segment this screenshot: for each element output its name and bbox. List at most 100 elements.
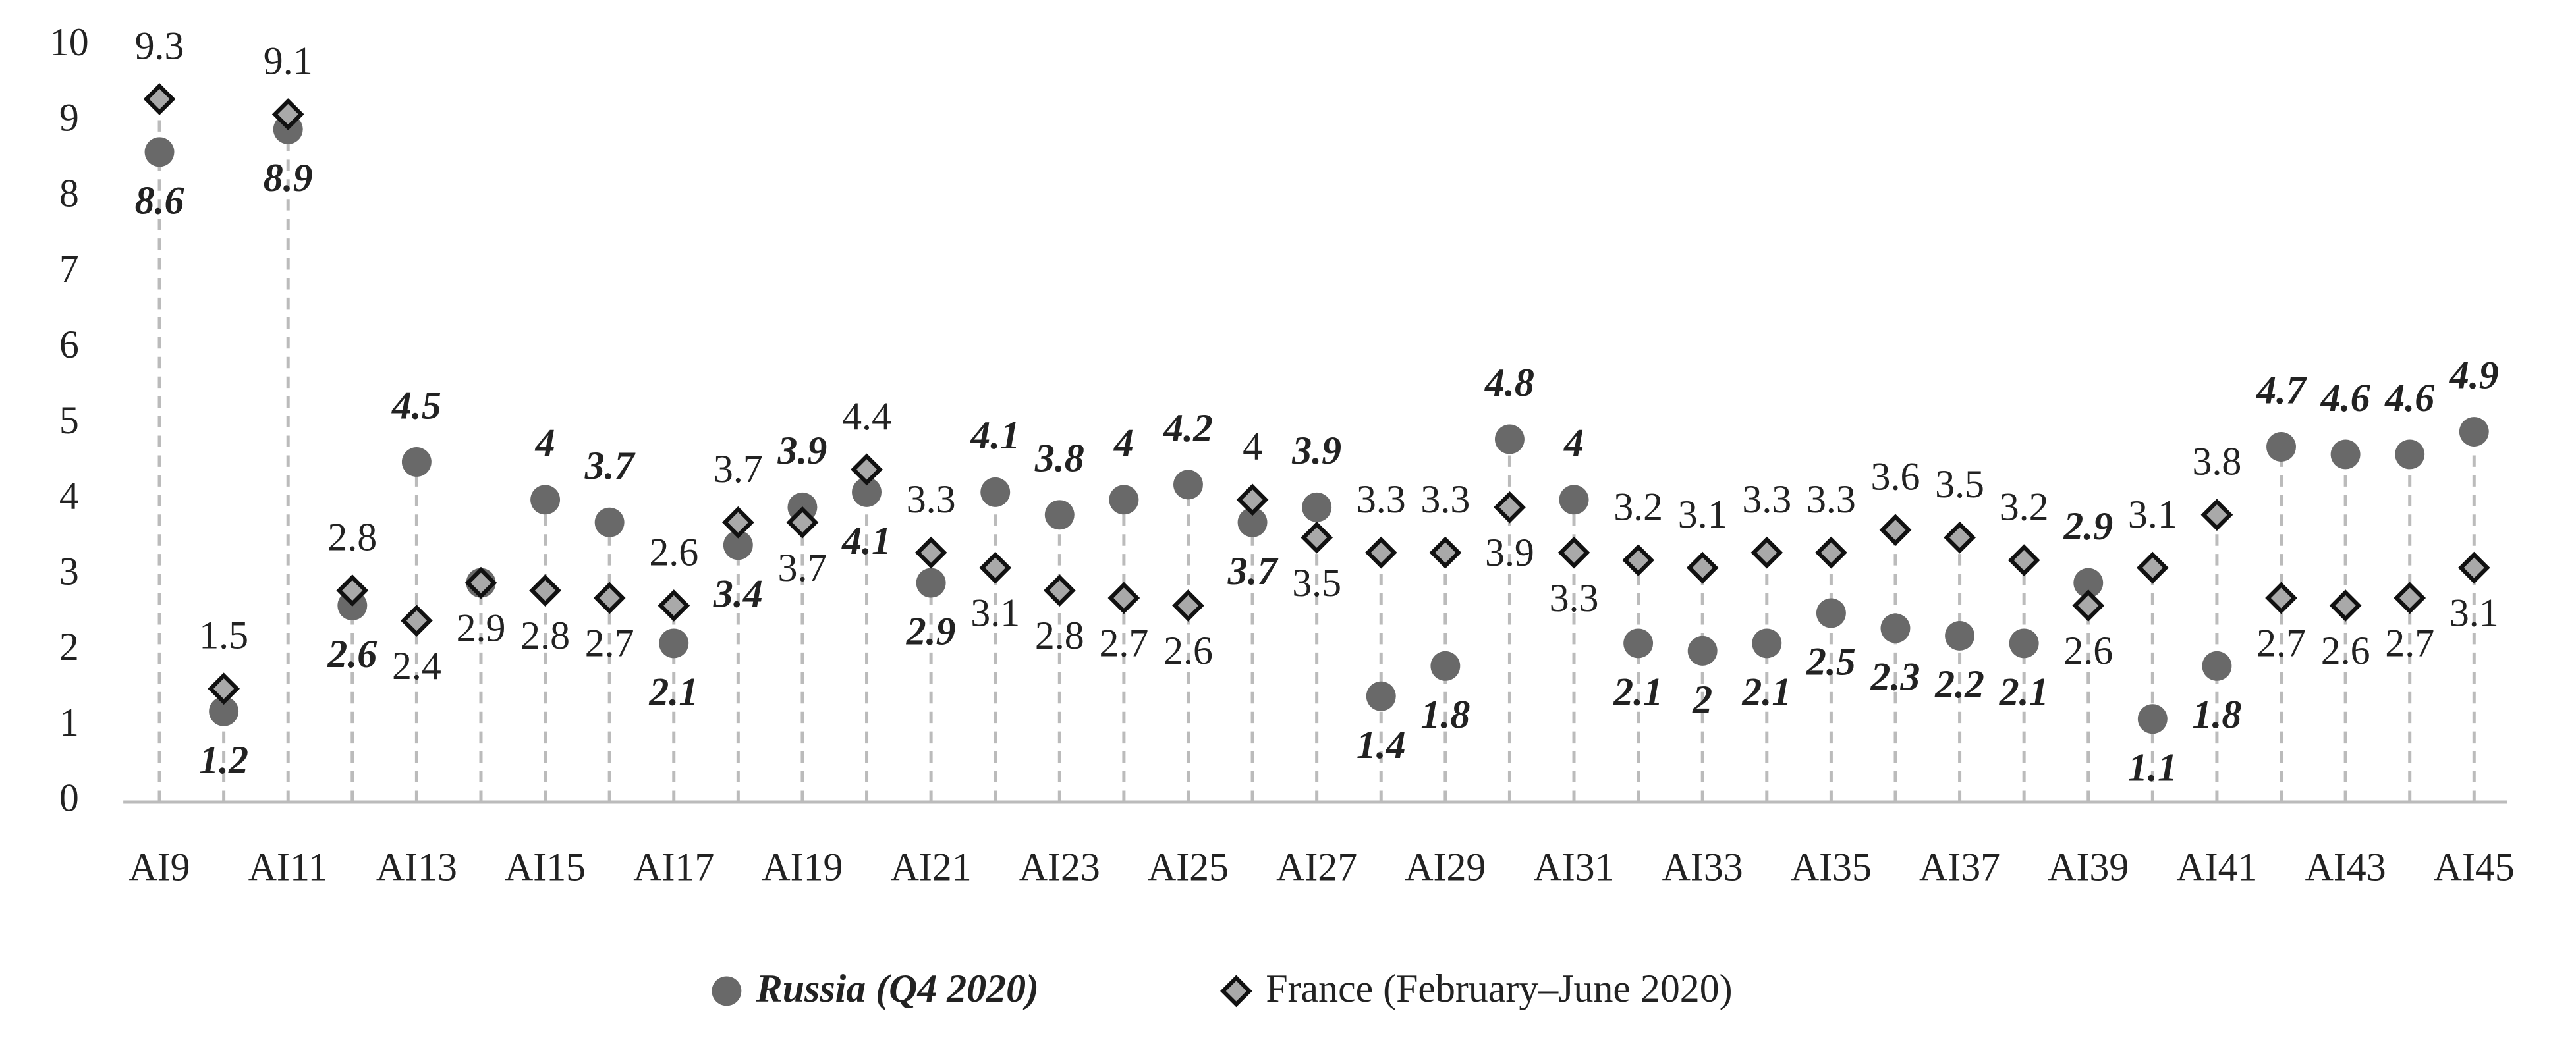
russia-dot bbox=[1366, 681, 1396, 711]
data-label: 2.3 bbox=[1870, 655, 1920, 699]
data-label: 3.7 bbox=[584, 444, 636, 487]
russia-dot bbox=[594, 507, 625, 537]
france-diamond bbox=[1750, 536, 1783, 569]
france-diamond bbox=[2072, 589, 2105, 622]
data-label: 2.7 bbox=[2256, 622, 2306, 665]
france-diamond bbox=[2457, 551, 2490, 584]
russia-dot bbox=[1687, 636, 1718, 666]
france-diamond bbox=[1364, 536, 1397, 569]
russia-dot bbox=[1173, 470, 1203, 500]
russia-dot bbox=[2202, 651, 2232, 681]
data-label: 3.2 bbox=[2000, 485, 2049, 529]
data-label: 9.1 bbox=[264, 39, 313, 82]
data-label: 1.2 bbox=[199, 738, 248, 782]
data-label: 4.1 bbox=[841, 519, 891, 562]
y-tick-label: 3 bbox=[59, 549, 79, 593]
data-label: 3.3 bbox=[1420, 477, 1470, 521]
france-diamond bbox=[786, 506, 819, 539]
data-label: 2.1 bbox=[1741, 670, 1791, 713]
russia-dot bbox=[2266, 432, 2296, 462]
data-label: 8.6 bbox=[135, 178, 184, 222]
x-tick-label: AI13 bbox=[376, 845, 457, 888]
data-label: 2 bbox=[1692, 678, 1712, 721]
russia-dot bbox=[2009, 628, 2039, 659]
france-diamond bbox=[658, 589, 690, 622]
russia-dot bbox=[723, 530, 753, 560]
x-tick-label: AI11 bbox=[248, 845, 328, 888]
france-diamond bbox=[851, 453, 883, 486]
france-diamond bbox=[2200, 499, 2233, 531]
data-label: 4.2 bbox=[1163, 406, 1213, 450]
france-diamond bbox=[208, 672, 240, 705]
data-label: 9.3 bbox=[135, 24, 184, 67]
data-label: 3.1 bbox=[2450, 591, 2499, 635]
data-label: 4 bbox=[1563, 421, 1584, 465]
france-diamond bbox=[1043, 574, 1076, 607]
data-label: 3.2 bbox=[1613, 485, 1663, 529]
data-label: 3.1 bbox=[1678, 493, 1727, 536]
france-diamond bbox=[1429, 536, 1462, 569]
france-diamond bbox=[2265, 582, 2297, 614]
russia-dot bbox=[401, 447, 432, 477]
legend-marker bbox=[1220, 975, 1252, 1008]
x-tick-label: AI39 bbox=[2048, 845, 2129, 888]
x-tick-label: AI19 bbox=[762, 845, 843, 888]
x-tick-label: AI35 bbox=[1791, 845, 1872, 888]
data-label: 2.6 bbox=[2321, 629, 2370, 672]
data-label: 3.3 bbox=[907, 477, 956, 521]
y-tick-label: 6 bbox=[59, 323, 79, 366]
data-label: 1.1 bbox=[2128, 745, 2177, 789]
y-tick-label: 9 bbox=[59, 96, 79, 140]
france-diamond bbox=[1172, 589, 1204, 622]
russia-dot bbox=[1559, 485, 1589, 515]
france-diamond bbox=[1494, 491, 1526, 524]
data-label: 3.5 bbox=[1935, 462, 1984, 506]
x-tick-label: AI31 bbox=[1533, 845, 1614, 888]
russia-dot bbox=[1044, 500, 1075, 530]
france-diamond bbox=[1301, 521, 1333, 554]
russia-dot bbox=[2395, 439, 2425, 470]
legend-marker bbox=[712, 976, 742, 1006]
y-tick-label: 1 bbox=[59, 701, 79, 744]
russia-dot bbox=[1302, 492, 1332, 522]
france-diamond bbox=[336, 574, 369, 607]
russia-dot bbox=[2137, 704, 2168, 734]
data-label: 2.1 bbox=[1999, 670, 2049, 713]
france-diamond bbox=[1944, 521, 1976, 554]
france-diamond bbox=[271, 98, 304, 130]
data-label: 4.9 bbox=[2449, 353, 2499, 396]
data-label: 4 bbox=[1243, 425, 1262, 468]
data-label: 4.6 bbox=[2384, 376, 2434, 420]
data-label: 2.9 bbox=[906, 610, 956, 653]
data-label: 2.8 bbox=[327, 515, 377, 558]
data-label: 1.4 bbox=[1357, 723, 1406, 767]
data-label: 2.7 bbox=[2385, 622, 2434, 665]
y-tick-label: 8 bbox=[59, 171, 79, 215]
russia-dot bbox=[916, 568, 946, 598]
data-label: 4 bbox=[535, 421, 555, 465]
y-tick-label: 4 bbox=[59, 474, 79, 518]
y-tick-label: 5 bbox=[59, 398, 79, 442]
data-label: 4.4 bbox=[842, 394, 891, 438]
x-tick-label: AI21 bbox=[891, 845, 972, 888]
y-tick-label: 2 bbox=[59, 625, 79, 668]
russia-dot bbox=[2330, 439, 2361, 470]
x-tick-label: AI41 bbox=[2176, 845, 2257, 888]
data-label: 3.3 bbox=[1550, 576, 1599, 620]
france-diamond bbox=[1815, 536, 1847, 569]
russia-dot bbox=[209, 696, 239, 726]
data-label: 2.6 bbox=[1163, 629, 1213, 672]
france-diamond bbox=[1879, 514, 1912, 547]
data-label: 2.6 bbox=[2063, 629, 2113, 672]
data-label: 3.4 bbox=[713, 572, 763, 615]
data-label: 1.8 bbox=[1420, 693, 1470, 736]
y-tick-label: 10 bbox=[49, 20, 89, 64]
data-label: 3.3 bbox=[1806, 477, 1856, 521]
france-diamond bbox=[401, 605, 433, 637]
france-diamond bbox=[1622, 544, 1655, 577]
russia-dot bbox=[852, 477, 882, 507]
france-diamond bbox=[529, 574, 561, 607]
data-label: 4.6 bbox=[2320, 376, 2370, 420]
data-label: 2.1 bbox=[648, 670, 698, 713]
